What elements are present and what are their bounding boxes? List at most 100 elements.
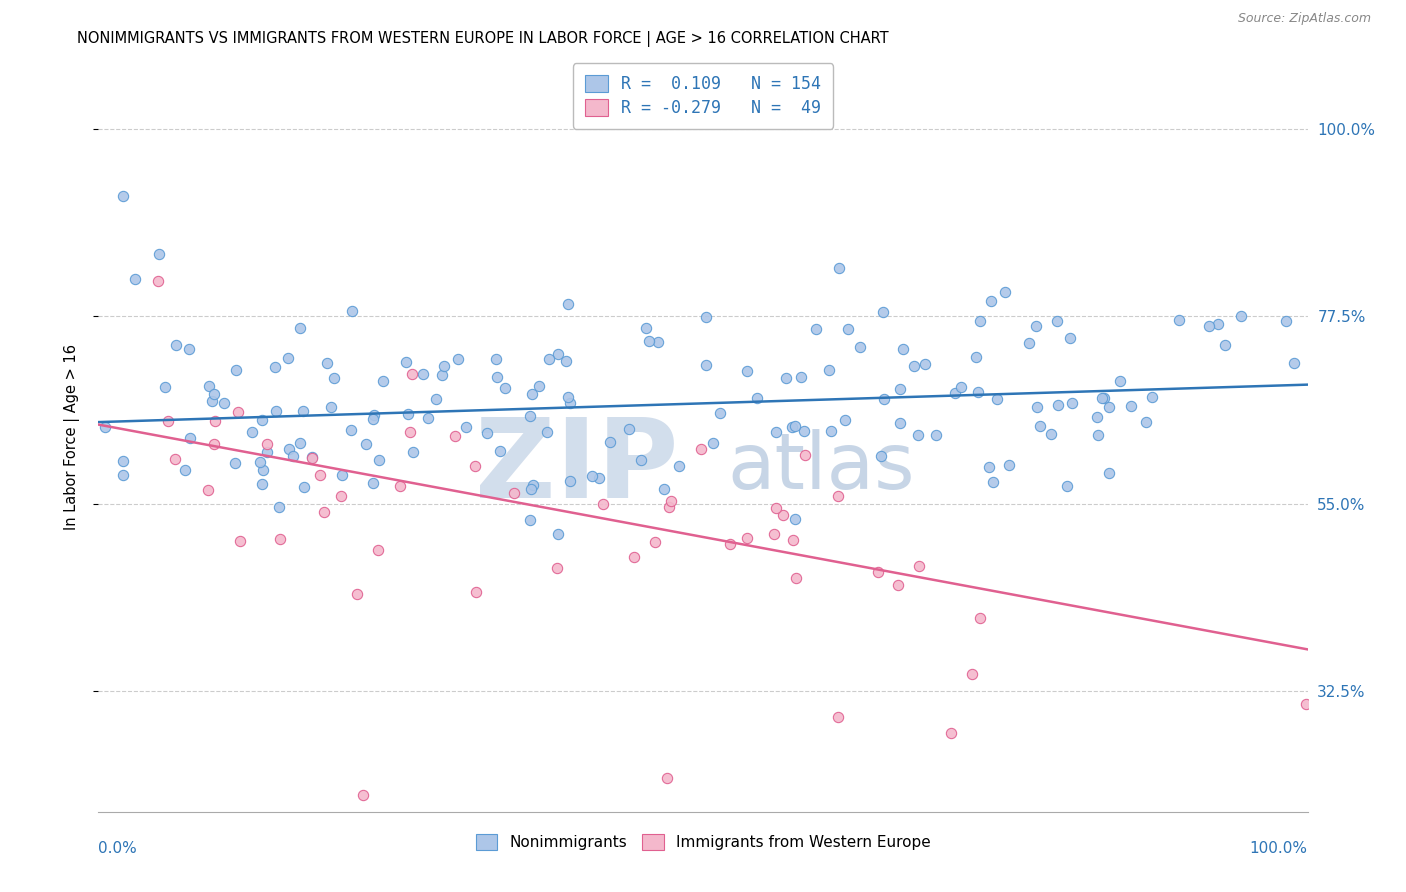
Point xyxy=(941,726,963,740)
Point xyxy=(718,537,741,551)
Text: 0.0%: 0.0% xyxy=(98,841,138,856)
Point xyxy=(418,411,440,425)
Point xyxy=(356,436,378,450)
Point xyxy=(747,392,769,406)
Point xyxy=(464,459,486,474)
Point xyxy=(368,453,391,467)
Point xyxy=(873,392,896,406)
Point xyxy=(557,296,579,310)
Point xyxy=(465,584,488,599)
Point xyxy=(252,463,274,477)
Point xyxy=(156,413,179,427)
Point xyxy=(224,456,246,470)
Text: 100.0%: 100.0% xyxy=(1250,841,1308,856)
Point xyxy=(623,550,645,565)
Point xyxy=(1085,410,1108,425)
Point xyxy=(581,469,603,483)
Point xyxy=(519,409,541,423)
Point xyxy=(1206,318,1229,332)
Point xyxy=(363,408,385,422)
Point xyxy=(763,526,786,541)
Text: atlas: atlas xyxy=(727,429,915,505)
Point xyxy=(264,360,287,375)
Point xyxy=(240,425,263,440)
Point xyxy=(340,304,363,318)
Point xyxy=(309,467,332,482)
Point xyxy=(658,500,681,514)
Point xyxy=(367,543,389,558)
Point xyxy=(630,452,652,467)
Point xyxy=(1090,391,1112,405)
Point xyxy=(907,427,929,442)
Point xyxy=(1140,390,1163,404)
Point xyxy=(943,386,966,401)
Point xyxy=(969,611,991,625)
Point xyxy=(634,321,657,335)
Legend: Nonimmigrants, Immigrants from Western Europe: Nonimmigrants, Immigrants from Western E… xyxy=(470,829,936,856)
Point xyxy=(834,413,856,427)
Point xyxy=(547,347,569,361)
Point xyxy=(689,442,711,456)
Point xyxy=(329,489,352,503)
Point xyxy=(163,451,186,466)
Point xyxy=(793,448,815,462)
Point xyxy=(1198,319,1220,334)
Point xyxy=(485,351,508,366)
Point xyxy=(820,424,842,438)
Point xyxy=(558,396,581,410)
Point xyxy=(592,497,614,511)
Point xyxy=(277,351,299,366)
Point xyxy=(174,463,197,477)
Point xyxy=(522,477,544,491)
Point xyxy=(283,450,305,464)
Point xyxy=(644,534,666,549)
Point xyxy=(228,533,250,548)
Point xyxy=(782,533,804,547)
Point xyxy=(204,414,226,428)
Point xyxy=(352,788,374,802)
Point xyxy=(294,479,316,493)
Point xyxy=(914,357,936,371)
Point xyxy=(395,355,418,369)
Point xyxy=(1040,427,1063,442)
Point xyxy=(1275,313,1298,327)
Point xyxy=(804,322,827,336)
Point xyxy=(1087,428,1109,442)
Point xyxy=(790,370,813,384)
Point xyxy=(301,451,323,466)
Point xyxy=(828,260,851,275)
Point xyxy=(519,482,541,496)
Point xyxy=(695,310,717,324)
Point xyxy=(388,479,411,493)
Point xyxy=(412,367,434,381)
Point xyxy=(775,371,797,385)
Point xyxy=(250,476,273,491)
Point xyxy=(146,274,169,288)
Point xyxy=(1167,312,1189,326)
Point xyxy=(546,561,568,575)
Point xyxy=(475,426,498,441)
Point xyxy=(371,374,394,388)
Point xyxy=(977,459,1000,474)
Point xyxy=(225,362,247,376)
Point xyxy=(765,425,787,439)
Point xyxy=(886,578,908,592)
Point xyxy=(1229,309,1251,323)
Point xyxy=(396,407,419,421)
Point xyxy=(1062,396,1084,410)
Point xyxy=(557,390,579,404)
Point xyxy=(827,489,849,503)
Point xyxy=(872,305,894,319)
Point xyxy=(537,352,560,367)
Point xyxy=(903,359,925,373)
Point xyxy=(889,416,911,430)
Point xyxy=(520,386,543,401)
Point xyxy=(502,486,524,500)
Point xyxy=(868,565,890,579)
Point xyxy=(425,392,447,406)
Point xyxy=(179,431,201,445)
Point xyxy=(1046,398,1069,412)
Point xyxy=(967,384,990,399)
Point xyxy=(278,442,301,457)
Point xyxy=(980,294,1002,309)
